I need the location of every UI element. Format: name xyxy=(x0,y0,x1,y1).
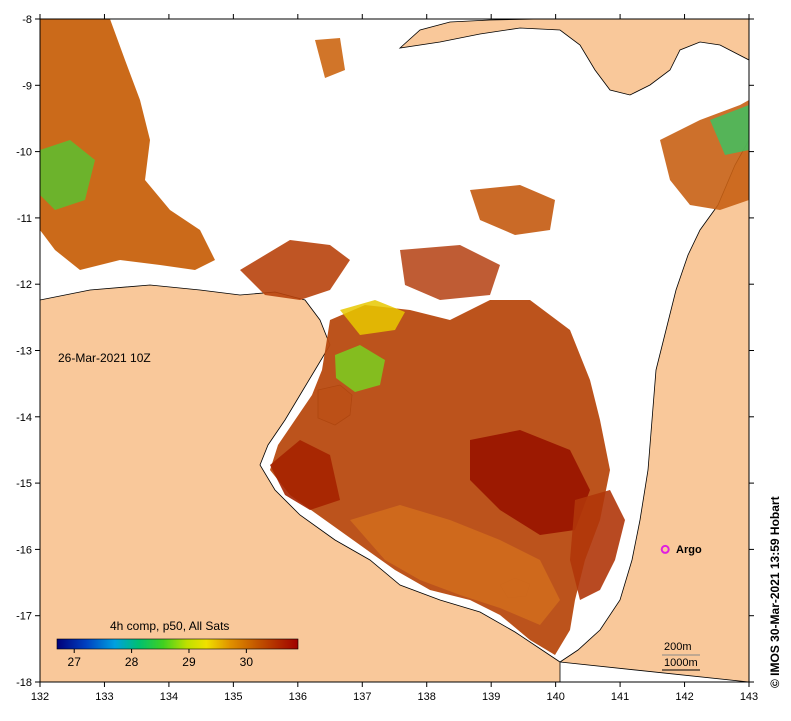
y-tick-label-7: -15 xyxy=(16,478,32,490)
y-tick-label-0: -8 xyxy=(22,14,32,26)
colorbar-ticks: 27 28 29 30 xyxy=(68,649,254,669)
x-tick-label-9: 141 xyxy=(611,691,629,703)
credit-text: © IMOS 30-Mar-2021 13:59 Hobart xyxy=(768,496,782,688)
depth-legend-200m: 200m xyxy=(664,641,692,653)
sst-gulf-green-patch xyxy=(335,345,385,392)
x-tick-label-7: 139 xyxy=(482,691,500,703)
x-tick-label-1: 133 xyxy=(95,691,113,703)
x-tick-label-8: 140 xyxy=(546,691,564,703)
x-tick-label-4: 136 xyxy=(289,691,307,703)
colorbar-title: 4h comp, p50, All Sats xyxy=(110,619,229,633)
sst-central-north xyxy=(470,185,555,235)
colorbar-tick-label-3: 30 xyxy=(240,655,254,669)
y-tick-label-9: -17 xyxy=(16,611,32,623)
y-tick-label-6: -14 xyxy=(16,412,32,424)
colorbar-tick-label-0: 27 xyxy=(68,655,82,669)
x-tick-label-2: 134 xyxy=(160,691,178,703)
sst-arafura-band xyxy=(240,240,350,300)
x-tick-label-5: 137 xyxy=(353,691,371,703)
date-label: 26-Mar-2021 10Z xyxy=(58,351,151,365)
colorbar-gradient xyxy=(56,638,299,650)
colorbar-tick-label-1: 28 xyxy=(125,655,139,669)
sst-northwest xyxy=(40,19,215,270)
sst-arafura-mid xyxy=(400,245,500,300)
sst-east-gulf-strip xyxy=(570,490,625,600)
y-tick-label-4: -12 xyxy=(16,279,32,291)
x-tick-label-6: 138 xyxy=(418,691,436,703)
colorbar: 4h comp, p50, All Sats 27 28 29 30 xyxy=(56,619,299,669)
sst-northeast-green xyxy=(710,105,749,155)
y-tick-label-3: -11 xyxy=(17,213,32,225)
argo-marker[interactable]: Argo xyxy=(660,544,702,556)
x-tick-label-3: 135 xyxy=(224,691,242,703)
sst-gulf-west-hot xyxy=(270,440,340,510)
sst-gulf-east-hot xyxy=(470,430,590,535)
y-axis: -8 -9 -10 -11 -12 -13 -14 -15 -16 -17 -18 xyxy=(16,14,754,689)
x-tick-label-0: 132 xyxy=(31,691,49,703)
argo-marker-icon xyxy=(660,544,670,554)
depth-legend: 200m 1000m xyxy=(662,641,700,671)
new-guinea-land xyxy=(398,19,749,96)
y-tick-label-8: -16 xyxy=(16,544,32,556)
y-tick-label-10: -18 xyxy=(16,677,32,689)
sst-gulf-yellow-patch xyxy=(340,300,405,335)
argo-label: Argo xyxy=(676,544,702,556)
australia-mainland-land xyxy=(40,284,561,682)
sst-northwest-green xyxy=(40,140,95,210)
y-tick-label-2: -10 xyxy=(16,147,32,159)
sst-north-patch xyxy=(315,38,345,78)
colorbar-tick-label-2: 29 xyxy=(182,655,196,669)
sst-gulf-south-warm xyxy=(350,505,560,625)
x-tick-label-10: 142 xyxy=(675,691,693,703)
y-tick-label-5: -13 xyxy=(16,346,32,358)
y-tick-label-1: -9 xyxy=(22,80,32,92)
depth-legend-1000m: 1000m xyxy=(664,657,698,669)
x-tick-label-11: 143 xyxy=(740,691,758,703)
cape-york-land xyxy=(558,139,749,682)
x-axis: 132 133 134 135 136 137 138 139 140 141 142 143 xyxy=(31,14,758,703)
